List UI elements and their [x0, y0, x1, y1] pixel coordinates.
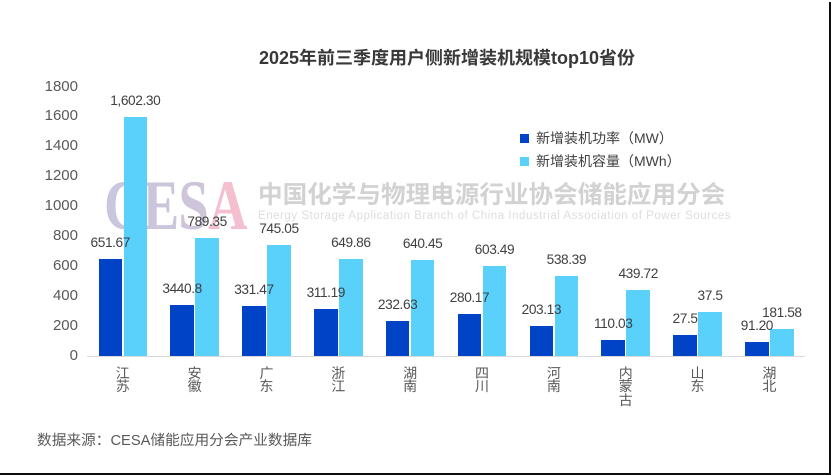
power-bar [529, 325, 554, 356]
x-axis-label: 广 东 [259, 362, 274, 397]
watermark-chinese-text: 中国化学与物理电源行业协会储能应用分会 [258, 175, 726, 211]
power-value-label: 203.13 [521, 297, 562, 318]
legend-item-capacity: 新增装机容量（MWh） [520, 154, 681, 168]
capacity-value-label: 603.49 [474, 237, 515, 258]
legend-label-power: 新增装机功率（MW） [536, 128, 673, 148]
x-axis-label: 江 苏 [115, 362, 130, 397]
legend-swatch-capacity [520, 156, 529, 166]
x-axis-label: 浙 江 [331, 362, 346, 397]
watermark-english-text: Energy Storage Application Branch of Chi… [258, 206, 732, 223]
power-value-label: 280.17 [449, 286, 490, 307]
power-bar [314, 309, 338, 356]
capacity-bar [698, 311, 722, 356]
power-bar [745, 342, 769, 356]
power-value-label: 91.20 [740, 314, 774, 335]
legend-label-capacity: 新增装机容量（MWh） [536, 151, 681, 171]
capacity-bar [626, 290, 650, 356]
window-border-bottom [0, 472, 831, 475]
data-source-note: 数据来源：CESA储能应用分会产业数据库 [37, 428, 312, 450]
capacity-value-label: 789.35 [187, 210, 227, 231]
capacity-value-label: 181.58 [762, 300, 802, 321]
y-axis-label: 1600 [44, 104, 78, 126]
power-value-label: 3440.8 [162, 276, 202, 297]
power-value-label: 311.19 [306, 281, 346, 302]
window-border-right [829, 2, 831, 475]
power-bar [242, 306, 266, 356]
power-bar [457, 314, 482, 356]
chart-title: 2025年前三季度用户侧新增装机规模top10省份 [258, 43, 636, 70]
x-axis-label: 湖 南 [403, 362, 418, 397]
y-axis-label: 1000 [44, 194, 78, 216]
capacity-bar [339, 258, 363, 356]
capacity-bar [267, 244, 291, 356]
y-axis-label: 1400 [44, 134, 78, 156]
capacity-value-label: 640.45 [402, 232, 443, 253]
legend-swatch-power [520, 133, 529, 143]
power-bar [170, 304, 194, 356]
capacity-bar [123, 116, 147, 356]
cesa-logo-letter: A [208, 166, 247, 245]
power-bar [601, 339, 625, 356]
cesa-logo-letter: E [142, 166, 179, 245]
x-axis-label: 安 徽 [187, 362, 202, 397]
capacity-value-label: 649.86 [331, 230, 371, 251]
x-axis-label: 内 蒙 古 [618, 362, 633, 410]
capacity-bar [482, 265, 507, 356]
power-bar [98, 258, 122, 356]
power-value-label: 651.67 [90, 230, 131, 251]
y-axis-label: 1200 [44, 164, 78, 186]
y-axis-label: 400 [52, 283, 78, 305]
x-axis-label: 山 东 [690, 362, 705, 397]
y-axis-label: 0 [69, 343, 78, 365]
y-axis-label: 200 [52, 313, 78, 335]
capacity-bar [195, 238, 219, 356]
power-value-label: 27.5 [672, 307, 698, 328]
y-axis-label: 1800 [44, 74, 78, 96]
capacity-bar [554, 275, 579, 356]
y-axis-label: 800 [52, 224, 78, 246]
x-axis-line [87, 356, 805, 357]
capacity-value-label: 439.72 [618, 262, 658, 283]
legend-item-power: 新增装机功率（MW） [520, 131, 681, 145]
x-axis-label: 湖 北 [762, 362, 777, 397]
legend: 新增装机功率（MW） 新增装机容量（MWh） [520, 131, 681, 168]
power-bar [385, 321, 410, 356]
capacity-value-label: 37.5 [697, 283, 723, 304]
power-value-label: 110.03 [593, 311, 633, 332]
capacity-value-label: 745.05 [259, 216, 299, 237]
x-axis-label: 四 川 [475, 362, 489, 397]
capacity-bar [410, 260, 435, 356]
capacity-value-label: 1,602.30 [110, 88, 161, 109]
capacity-value-label: 538.39 [546, 247, 587, 268]
y-axis-label: 600 [52, 253, 78, 275]
cesa-logo-letter: S [178, 166, 209, 245]
x-axis-label: 河 南 [546, 362, 561, 397]
capacity-bar [770, 328, 794, 356]
power-value-label: 331.47 [234, 278, 274, 299]
power-value-label: 232.63 [377, 293, 418, 314]
power-bar [673, 335, 697, 356]
